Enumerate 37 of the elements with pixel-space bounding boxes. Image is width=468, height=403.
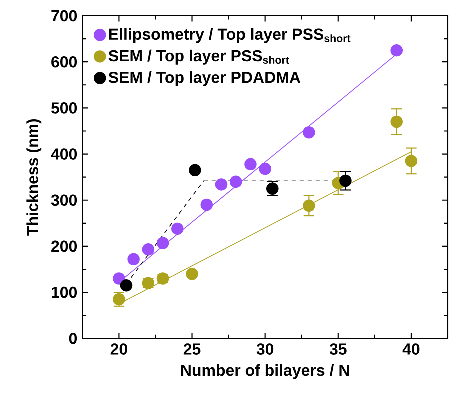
point — [340, 175, 352, 188]
point — [303, 126, 316, 139]
point — [230, 176, 242, 188]
point — [142, 244, 155, 256]
point — [390, 116, 403, 128]
y-tick-label: 300 — [51, 194, 78, 206]
point — [128, 253, 140, 266]
x-tick-label: 40 — [402, 344, 420, 356]
point — [120, 280, 133, 292]
point — [405, 155, 418, 168]
point — [215, 178, 228, 192]
point — [186, 268, 198, 280]
y-tick-label: 600 — [52, 56, 78, 68]
point — [200, 199, 214, 212]
point — [244, 158, 257, 171]
legend-label: Ellipsometry / Top layer PSS$_{short}$ — [109, 28, 351, 44]
y-tick-label: 0 — [69, 333, 78, 344]
y-tick-label: 500 — [52, 102, 78, 114]
x-tick-label: 30 — [256, 344, 274, 356]
legend-label: SEM / Top layer PSS$_{short}$ — [108, 50, 290, 66]
legend-label: SEM / Top layer PDADMA — [108, 72, 301, 87]
point — [189, 164, 202, 177]
x-tick-label: 25 — [184, 344, 201, 356]
y-tick-label: 200 — [52, 240, 78, 252]
y-axis-title: Thickness (nm) — [26, 120, 42, 236]
point — [390, 44, 403, 57]
y-tick-label: 700 — [52, 10, 78, 22]
x-axis-title: Number of bilayers / N — [181, 364, 350, 380]
y-tick-label: 400 — [51, 148, 78, 160]
point — [303, 200, 316, 212]
y-tick-label: 100 — [52, 287, 78, 298]
x-tick-label: 35 — [330, 344, 347, 356]
point — [172, 222, 184, 236]
point — [259, 163, 272, 176]
point — [113, 272, 126, 286]
x-tick-label: 20 — [110, 344, 128, 356]
point — [156, 237, 170, 250]
